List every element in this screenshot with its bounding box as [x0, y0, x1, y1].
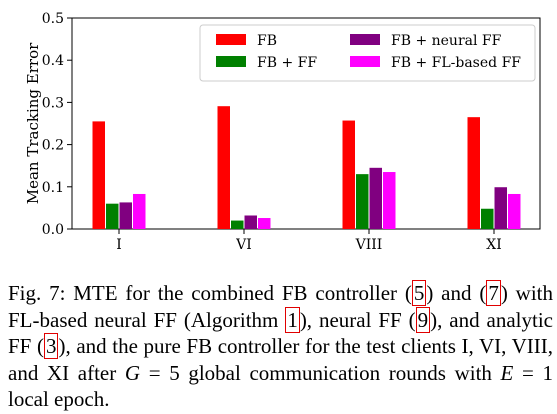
y-axis-label: Mean Tracking Error — [24, 42, 42, 204]
bar-fb-fl-based-ff-vi — [258, 218, 271, 229]
bar-fb-fl-based-ff-xi — [508, 193, 521, 229]
legend-swatch — [350, 34, 380, 45]
bar-fb-neural-ff-xi — [494, 187, 507, 229]
caption-text: ), and analytic FF ( — [8, 307, 554, 359]
equation-ref-link[interactable]: 9 — [415, 306, 431, 333]
algorithm-ref-link[interactable]: 1 — [285, 306, 300, 333]
equation-ref-link[interactable]: 7 — [486, 280, 501, 306]
legend — [199, 24, 536, 82]
caption-text: ) and ( — [426, 281, 487, 305]
legend-label: FB + FF — [257, 55, 317, 71]
bar-fb-neural-ff-viii — [369, 167, 382, 229]
equation-ref-link[interactable]: 3 — [43, 333, 59, 359]
y-tick-label: 0.4 — [42, 53, 64, 69]
y-tick-label: 0.1 — [42, 180, 64, 196]
legend-label: FB + neural FF — [391, 33, 502, 49]
variable-e: E — [500, 360, 514, 385]
y-tick-label: 0.5 — [42, 11, 64, 27]
legend-swatch — [216, 34, 246, 45]
x-tick-label: XI — [486, 237, 502, 253]
bar-fb-viii — [342, 120, 355, 229]
bar-fb-ff-vi — [231, 220, 244, 229]
bar-fb-fl-based-ff-i — [133, 193, 146, 229]
y-tick-label: 0.0 — [42, 222, 64, 238]
variable-g: G — [124, 360, 141, 385]
x-tick-label: VI — [235, 237, 252, 253]
y-tick-label: 0.2 — [42, 138, 64, 154]
caption-text: ) with FL-based neural FF (Algorithm — [8, 281, 554, 332]
bar-fb-neural-ff-vi — [244, 215, 257, 229]
y-tick-label: 0.3 — [42, 95, 64, 111]
equation-ref-link[interactable]: 5 — [411, 280, 427, 306]
bar-fb-fl-based-ff-viii — [383, 172, 396, 229]
caption-text: Fig. 7: MTE for the combined FB controll… — [8, 281, 412, 305]
bar-fb-ff-viii — [356, 174, 369, 229]
figure-caption: Fig. 7: MTE for the combined FB controll… — [8, 280, 553, 413]
x-tick-label: VIII — [355, 237, 383, 253]
bar-fb-neural-ff-i — [119, 202, 132, 229]
caption-text: ), and the pure FB controller for the te… — [8, 334, 553, 385]
bar-fb-vi — [217, 106, 230, 229]
legend-label: FB — [257, 33, 277, 49]
axes-frame — [71, 17, 541, 230]
legend-swatch — [216, 56, 246, 67]
caption-text: = 1 local epoch. — [8, 360, 554, 412]
bar-fb-xi — [467, 117, 480, 229]
x-tick-label: I — [116, 237, 122, 253]
bar-fb-ff-xi — [481, 208, 494, 229]
bar-fb-ff-i — [106, 203, 119, 229]
bar-fb-i — [92, 121, 105, 229]
caption-text: = 5 global communication rounds with — [140, 360, 501, 385]
caption-text: ), neural FF ( — [299, 307, 416, 332]
legend-swatch — [350, 56, 380, 67]
legend-label: FB + FL-based FF — [391, 55, 521, 71]
